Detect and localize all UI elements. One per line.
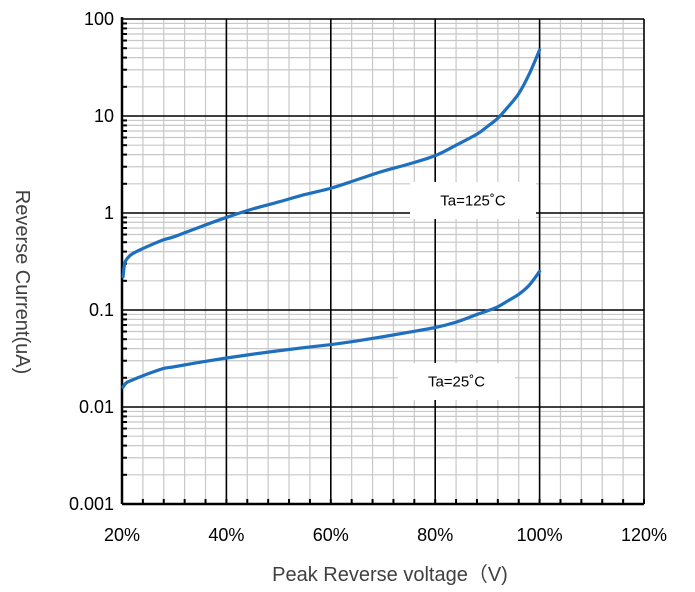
x-axis-title: Peak Reverse voltage（V): [272, 563, 508, 586]
y-tick-label: 100: [84, 9, 114, 29]
series-line-ta-25c: [121, 269, 542, 389]
plot-frame: [120, 17, 644, 506]
x-tick-label: 100%: [517, 525, 563, 545]
y-tick-label: 0.1: [89, 300, 114, 320]
x-tick-label: 20%: [104, 525, 140, 545]
annotation-label: Ta=25˚C: [428, 374, 485, 391]
y-tick-labels: 100 10 1 0.1 0.01 0.001: [69, 9, 114, 514]
y-tick-label: 1: [104, 203, 114, 223]
y-tick-label: 0.01: [79, 397, 114, 417]
axis-minor-ticks: [121, 22, 645, 504]
annotation-label: Ta=125˚C: [440, 193, 506, 210]
minor-grid: [122, 19, 644, 504]
annotation-box: [398, 363, 515, 400]
series-layer: [121, 48, 542, 389]
x-tick-label: 60%: [313, 525, 349, 545]
y-tick-label: 0.001: [69, 494, 114, 514]
y-tick-label: 10: [94, 106, 114, 126]
major-grid: [121, 18, 645, 505]
y-axis-title: Reverse Current(uA): [11, 190, 33, 375]
annotation-box: [410, 182, 536, 219]
series-line-ta-125c: [121, 48, 542, 279]
x-tick-labels: 20% 40% 60% 80% 100% 120%: [104, 525, 667, 545]
x-tick-label: 40%: [208, 525, 244, 545]
annotation-layer: Ta=125˚C Ta=25˚C: [398, 182, 536, 400]
x-tick-label: 120%: [621, 525, 667, 545]
x-tick-label: 80%: [417, 525, 453, 545]
